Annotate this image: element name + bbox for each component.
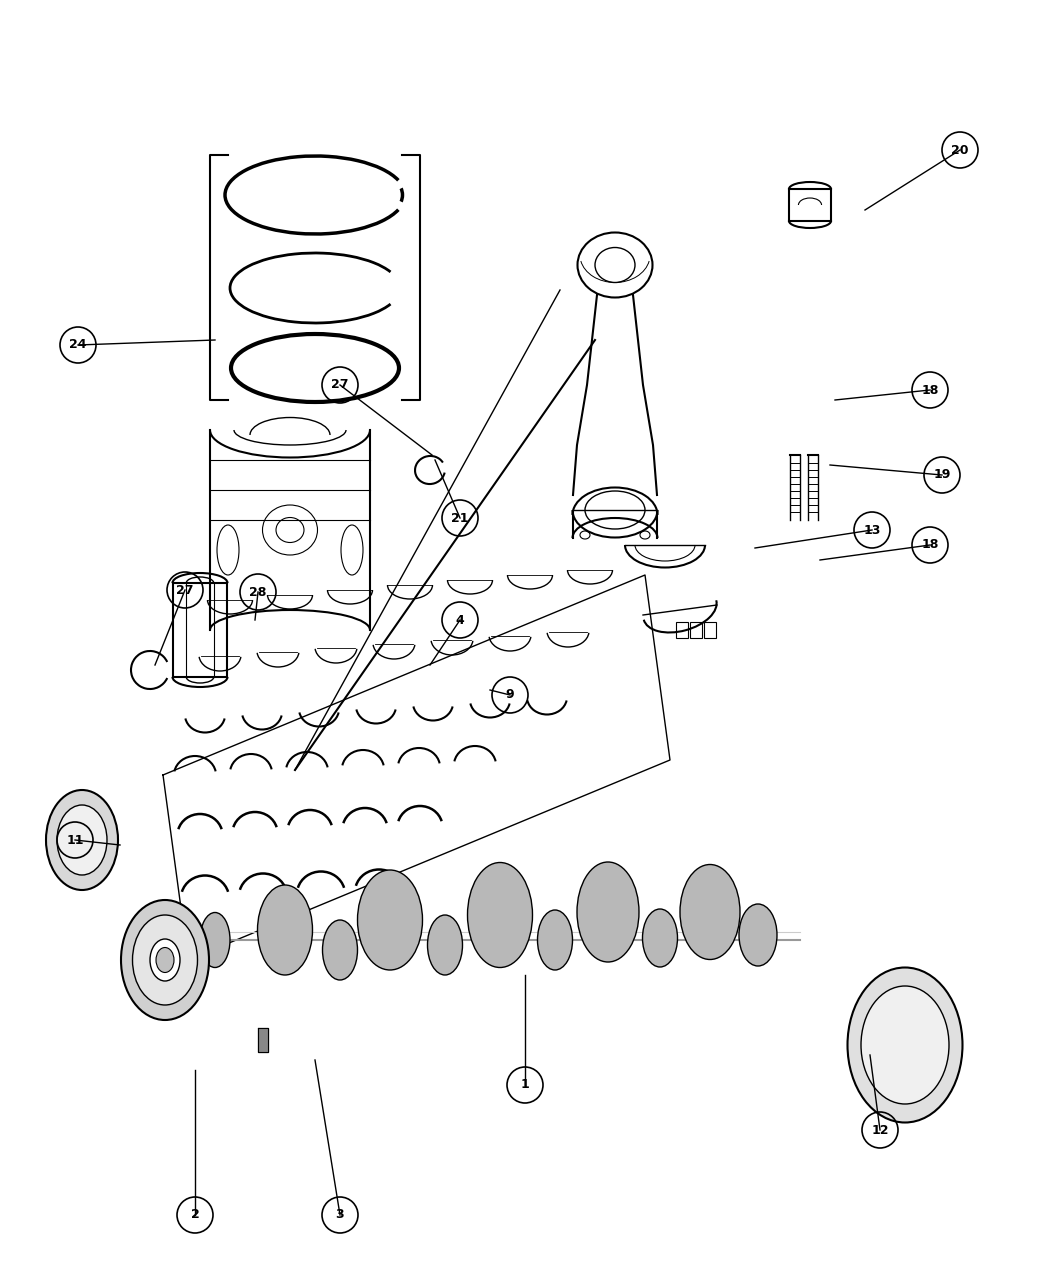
Text: 12: 12 bbox=[872, 1123, 888, 1136]
Text: 27: 27 bbox=[176, 584, 194, 597]
Bar bbox=[704, 622, 716, 638]
Ellipse shape bbox=[467, 862, 532, 968]
Ellipse shape bbox=[427, 915, 462, 975]
Text: 3: 3 bbox=[336, 1209, 344, 1221]
Ellipse shape bbox=[46, 790, 118, 890]
Ellipse shape bbox=[680, 864, 740, 960]
Ellipse shape bbox=[121, 900, 209, 1020]
Ellipse shape bbox=[132, 915, 197, 1005]
Text: 4: 4 bbox=[456, 613, 464, 626]
Bar bbox=[676, 622, 688, 638]
Text: 18: 18 bbox=[921, 384, 939, 397]
Ellipse shape bbox=[643, 909, 677, 966]
Polygon shape bbox=[258, 1028, 268, 1052]
Text: 20: 20 bbox=[951, 144, 969, 157]
Ellipse shape bbox=[847, 968, 963, 1122]
Text: 27: 27 bbox=[331, 379, 349, 391]
Ellipse shape bbox=[217, 525, 239, 575]
Ellipse shape bbox=[57, 805, 107, 875]
Ellipse shape bbox=[200, 913, 230, 968]
Ellipse shape bbox=[739, 904, 777, 966]
Text: 9: 9 bbox=[506, 688, 514, 701]
Ellipse shape bbox=[150, 938, 180, 980]
Bar bbox=[690, 622, 702, 638]
Text: 21: 21 bbox=[452, 511, 468, 524]
Text: 24: 24 bbox=[69, 338, 87, 352]
Ellipse shape bbox=[861, 986, 949, 1104]
Text: 18: 18 bbox=[921, 538, 939, 552]
Ellipse shape bbox=[257, 885, 313, 975]
Ellipse shape bbox=[578, 862, 639, 963]
Ellipse shape bbox=[357, 870, 422, 970]
Ellipse shape bbox=[538, 910, 572, 970]
Text: 28: 28 bbox=[249, 585, 267, 598]
Ellipse shape bbox=[322, 921, 357, 980]
Text: 11: 11 bbox=[66, 834, 84, 847]
Text: 19: 19 bbox=[933, 468, 950, 482]
Text: 13: 13 bbox=[863, 524, 881, 537]
Text: 1: 1 bbox=[521, 1079, 529, 1091]
Text: 2: 2 bbox=[191, 1209, 200, 1221]
Ellipse shape bbox=[341, 525, 363, 575]
Ellipse shape bbox=[156, 947, 174, 973]
